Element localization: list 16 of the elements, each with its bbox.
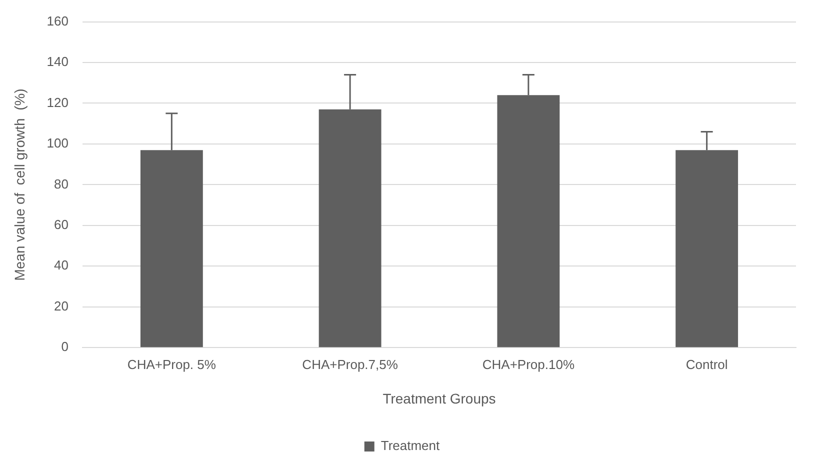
y-tick-label: 120 xyxy=(46,94,68,110)
y-tick-label: 160 xyxy=(46,13,68,28)
y-tick-label: 40 xyxy=(54,258,68,273)
x-tick-label: CHA+Prop. 5% xyxy=(127,356,216,372)
y-axis-title: Mean value of cell growth (%) xyxy=(11,88,28,281)
x-axis-title: Treatment Groups xyxy=(382,390,496,406)
y-tick-label: 140 xyxy=(46,54,68,70)
y-tick-label: 80 xyxy=(54,176,68,192)
y-tick-label: 100 xyxy=(46,136,68,151)
legend-label: Treatment xyxy=(380,438,440,454)
x-tick-label: CHA+Prop.7,5% xyxy=(302,356,398,372)
y-tick-label: 60 xyxy=(54,217,68,232)
x-tick-label: Control xyxy=(686,356,728,372)
y-tick-label: 20 xyxy=(54,298,68,314)
x-tick-label: CHA+Prop.10% xyxy=(482,356,575,372)
y-tick-label: 0 xyxy=(61,339,68,354)
